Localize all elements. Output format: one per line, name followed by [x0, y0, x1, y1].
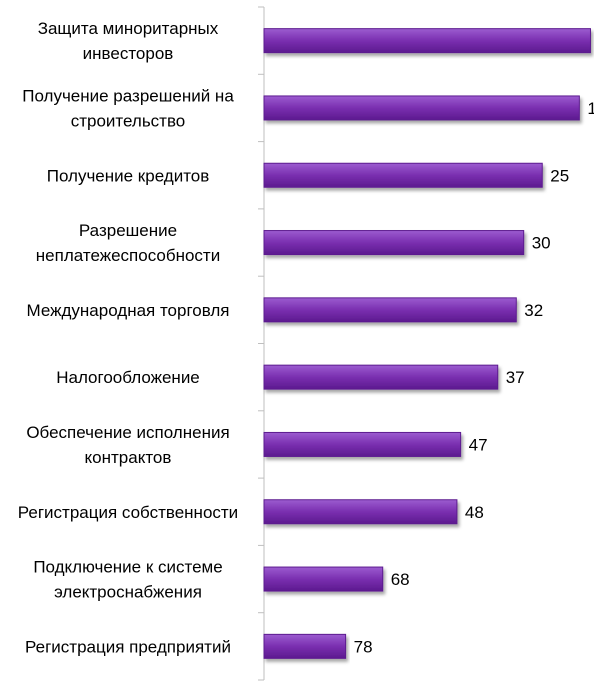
category-label-line: Получение разрешений на [22, 86, 234, 105]
category-label-line: неплатежеспособности [36, 246, 220, 265]
category-label: Разрешение неплатежеспособности [36, 221, 220, 265]
category-label: Защита миноритарных инвесторов [38, 19, 219, 63]
bar [263, 28, 591, 54]
category-label: Международная торговля [26, 301, 229, 320]
category-label: Обеспечение исполнения контрактов [26, 423, 229, 467]
category-label-line: контрактов [85, 448, 172, 467]
bar [263, 297, 517, 323]
data-labels: 12152530323747486878 [354, 99, 594, 656]
bar [263, 499, 458, 525]
data-label: 48 [465, 503, 484, 522]
category-label-line: электроснабжения [54, 583, 202, 602]
category-label-line: Защита миноритарных [38, 19, 219, 38]
bars [263, 28, 591, 659]
category-label: Регистрация собственности [18, 503, 238, 522]
data-label: 78 [354, 637, 373, 656]
bar [263, 162, 543, 188]
data-label: 47 [469, 435, 488, 454]
bar [263, 95, 580, 121]
category-label: Регистрация предприятий [25, 637, 231, 656]
category-label-line: Регистрация предприятий [25, 637, 231, 656]
bar [263, 364, 499, 390]
category-label: Получение разрешений на строительство [22, 86, 234, 130]
category-label-line: Регистрация собственности [18, 503, 238, 522]
data-label: 68 [391, 570, 410, 589]
category-labels: Защита миноритарных инвесторов Получение р… [18, 19, 238, 656]
bar [263, 230, 525, 256]
category-label-line: Получение кредитов [47, 166, 210, 185]
category-label-line: Международная торговля [26, 301, 229, 320]
category-label: Получение кредитов [47, 166, 210, 185]
data-label: 37 [506, 368, 525, 387]
category-label-line: Разрешение [79, 221, 177, 240]
category-label: Налогообложение [56, 368, 200, 387]
data-label: 30 [532, 234, 551, 253]
category-label-line: Обеспечение исполнения [26, 423, 229, 442]
data-label: 32 [524, 301, 543, 320]
category-label-line: строительство [71, 111, 186, 130]
category-label-line: Подключение к системе [33, 558, 222, 577]
data-label: 25 [550, 166, 569, 185]
bar [263, 633, 347, 659]
category-label-line: инвесторов [83, 44, 174, 63]
bar [263, 431, 462, 457]
category-label-line: Налогообложение [56, 368, 200, 387]
category-axis [258, 6, 265, 681]
data-label: 15 [587, 99, 594, 118]
bar [263, 566, 384, 592]
category-label: Подключение к системе электроснабжения [33, 558, 222, 602]
